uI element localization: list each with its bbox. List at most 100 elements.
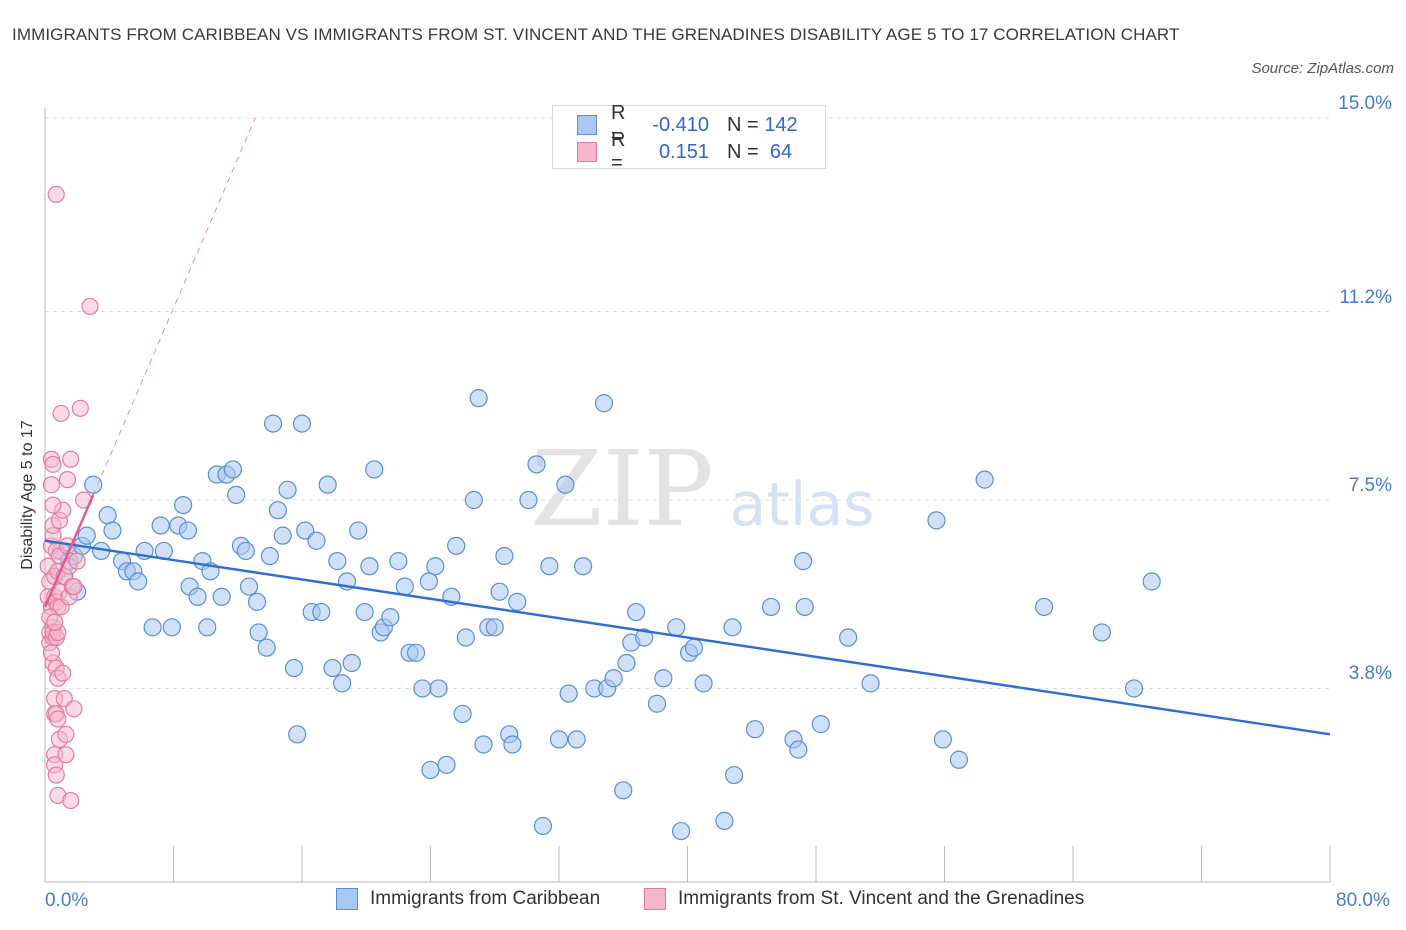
point-caribbean bbox=[84, 475, 103, 494]
point-stvincent bbox=[68, 552, 86, 570]
legend-n-label: N = bbox=[727, 113, 759, 136]
point-caribbean bbox=[247, 592, 267, 611]
point-caribbean bbox=[174, 495, 193, 515]
point-caribbean bbox=[495, 546, 514, 566]
point-caribbean bbox=[223, 460, 243, 479]
trend-line-caribbean bbox=[44, 539, 1331, 736]
point-caribbean bbox=[949, 750, 969, 769]
point-caribbean bbox=[328, 552, 347, 571]
point-caribbean bbox=[508, 592, 527, 611]
point-caribbean bbox=[406, 643, 426, 662]
y-tick-label: 11.2% bbox=[1339, 286, 1392, 308]
point-caribbean bbox=[811, 715, 830, 734]
trend-line-stvincent bbox=[43, 494, 95, 608]
legend-swatch-blue bbox=[577, 115, 597, 135]
point-caribbean bbox=[745, 720, 765, 739]
point-stvincent bbox=[65, 700, 83, 718]
point-caribbean bbox=[927, 511, 946, 530]
point-caribbean bbox=[604, 669, 623, 688]
point-caribbean bbox=[227, 485, 246, 505]
point-caribbean bbox=[162, 618, 181, 637]
point-stvincent bbox=[57, 746, 75, 764]
point-caribbean bbox=[421, 760, 440, 780]
point-stvincent bbox=[46, 613, 64, 631]
point-caribbean bbox=[426, 557, 445, 576]
point-caribbean bbox=[419, 572, 438, 591]
point-caribbean bbox=[671, 821, 691, 841]
point-caribbean bbox=[761, 597, 781, 617]
point-stvincent bbox=[71, 399, 89, 417]
point-caribbean bbox=[503, 735, 522, 754]
point-caribbean bbox=[519, 490, 538, 510]
point-caribbean bbox=[1034, 597, 1054, 617]
legend-r-value: 0.151 bbox=[658, 140, 709, 163]
point-caribbean bbox=[342, 653, 361, 673]
point-caribbean bbox=[559, 684, 578, 703]
point-caribbean bbox=[151, 516, 170, 535]
legend-swatch-pink bbox=[644, 888, 666, 910]
source-label: Source: ZipAtlas.com bbox=[1251, 60, 1394, 77]
legend-label-stvincent: Immigrants from St. Vincent and the Gren… bbox=[678, 888, 1085, 909]
point-caribbean bbox=[464, 490, 483, 510]
point-caribbean bbox=[263, 414, 283, 433]
point-caribbean bbox=[1092, 623, 1112, 642]
x-tick-label-min: 0.0% bbox=[45, 890, 89, 911]
legend-swatch-pink bbox=[577, 142, 597, 162]
point-caribbean bbox=[178, 521, 198, 540]
x-tick-label-max: 80.0% bbox=[1336, 890, 1390, 911]
point-caribbean bbox=[257, 638, 276, 657]
point-caribbean bbox=[794, 552, 813, 571]
legend-r-label: R = bbox=[611, 129, 626, 174]
point-stvincent bbox=[42, 476, 61, 494]
point-caribbean bbox=[594, 394, 614, 413]
point-caribbean bbox=[288, 725, 307, 744]
point-caribbean bbox=[429, 679, 448, 698]
point-stvincent bbox=[62, 791, 80, 810]
point-stvincent bbox=[62, 450, 80, 468]
point-caribbean bbox=[723, 618, 742, 637]
point-stvincent bbox=[47, 185, 65, 203]
y-tick-label: 3.8% bbox=[1348, 663, 1392, 685]
point-caribbean bbox=[715, 811, 734, 830]
point-stvincent bbox=[57, 725, 75, 743]
point-caribbean bbox=[323, 658, 342, 678]
legend-r-value: -0.410 bbox=[652, 113, 709, 136]
point-caribbean bbox=[839, 628, 858, 647]
point-caribbean bbox=[975, 470, 994, 489]
point-caribbean bbox=[614, 781, 633, 800]
point-caribbean bbox=[296, 521, 315, 540]
y-tick-label: 7.5% bbox=[1348, 475, 1392, 496]
point-caribbean bbox=[694, 674, 713, 693]
point-caribbean bbox=[268, 501, 288, 520]
legend-n-value: 64 bbox=[769, 140, 793, 163]
point-stvincent bbox=[65, 577, 83, 596]
legend-item-stvincent[interactable]: Immigrants from St. Vincent and the Gren… bbox=[644, 888, 1084, 910]
point-stvincent bbox=[52, 404, 70, 423]
point-caribbean bbox=[861, 674, 880, 693]
legend-row-stvincent: R = 0.151 N = 64 bbox=[577, 129, 801, 174]
point-caribbean bbox=[239, 577, 259, 596]
point-caribbean bbox=[635, 628, 654, 647]
point-stvincent bbox=[49, 710, 67, 728]
point-caribbean bbox=[292, 414, 312, 433]
legend-n-value: 142 bbox=[764, 113, 798, 136]
point-caribbean bbox=[1124, 679, 1144, 698]
series-legend: Immigrants from Caribbean Immigrants fro… bbox=[0, 888, 1406, 916]
point-caribbean bbox=[490, 582, 509, 601]
watermark: ZIP atlas bbox=[530, 428, 874, 550]
legend-item-caribbean[interactable]: Immigrants from Caribbean bbox=[336, 888, 600, 910]
point-caribbean bbox=[395, 577, 414, 596]
point-caribbean bbox=[129, 572, 148, 591]
point-caribbean bbox=[278, 480, 297, 499]
point-caribbean bbox=[789, 740, 808, 759]
point-caribbean bbox=[626, 602, 646, 622]
point-caribbean bbox=[318, 475, 337, 494]
correlation-legend: R = -0.410 N = 142 R = 0.151 N = 64 bbox=[552, 102, 826, 174]
point-stvincent bbox=[44, 496, 62, 514]
point-caribbean bbox=[540, 557, 559, 576]
point-caribbean bbox=[684, 638, 704, 657]
point-caribbean bbox=[795, 597, 814, 617]
point-caribbean bbox=[667, 618, 686, 637]
point-caribbean bbox=[307, 531, 326, 550]
legend-n-label: N = bbox=[727, 140, 759, 163]
